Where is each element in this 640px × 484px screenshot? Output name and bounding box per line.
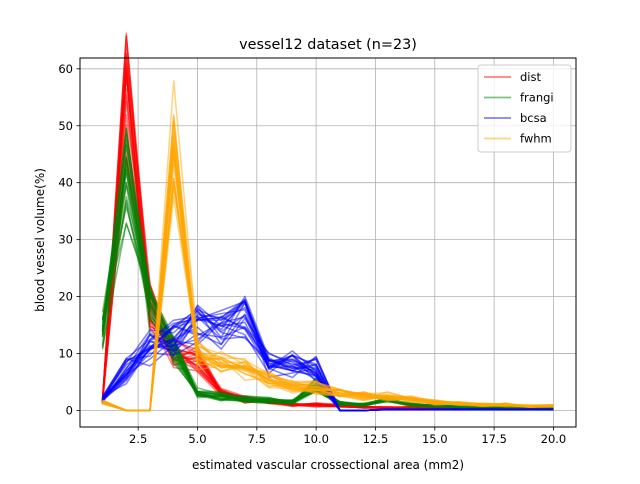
- x-axis: 2.5 5.0 7.5 10.0 12.5 15.0 17.5 20.0: [129, 427, 566, 446]
- y-tick-label: 60: [58, 62, 73, 76]
- legend-label-dist: dist: [520, 70, 541, 84]
- x-tick-label: 15.0: [422, 432, 448, 446]
- legend: dist frangi bcsa fwhm: [477, 64, 572, 153]
- x-tick-label: 17.5: [481, 432, 507, 446]
- series-line-fwhm: [102, 147, 554, 412]
- legend-label-fwhm: fwhm: [520, 132, 552, 146]
- y-tick-label: 50: [58, 119, 73, 133]
- y-tick-label: 20: [58, 290, 73, 304]
- x-tick-label: 2.5: [129, 432, 147, 446]
- chart-title: vessel12 dataset (n=23): [239, 37, 417, 53]
- x-tick-label: 20.0: [541, 432, 567, 446]
- y-tick-label: 10: [58, 347, 73, 361]
- y-tick-label: 30: [58, 233, 73, 247]
- y-tick-label: 0: [66, 403, 73, 417]
- plot-area: [101, 32, 554, 412]
- series-fwhm: [102, 80, 554, 412]
- y-tick-label: 40: [58, 176, 73, 190]
- x-tick-label: 10.0: [303, 432, 329, 446]
- series-line-fwhm: [102, 80, 554, 412]
- y-axis-label: blood vessel volume(%): [33, 168, 47, 312]
- legend-label-bcsa: bcsa: [520, 111, 547, 125]
- x-tick-label: 7.5: [248, 432, 266, 446]
- x-tick-label: 5.0: [188, 432, 206, 446]
- x-tick-label: 12.5: [363, 432, 389, 446]
- x-axis-label: estimated vascular crossectional area (m…: [192, 458, 464, 472]
- axes-frame: [79, 57, 577, 428]
- legend-box: [477, 64, 572, 153]
- legend-label-frangi: frangi: [520, 91, 554, 105]
- y-axis: 0 10 20 30 40 50 60: [58, 62, 80, 417]
